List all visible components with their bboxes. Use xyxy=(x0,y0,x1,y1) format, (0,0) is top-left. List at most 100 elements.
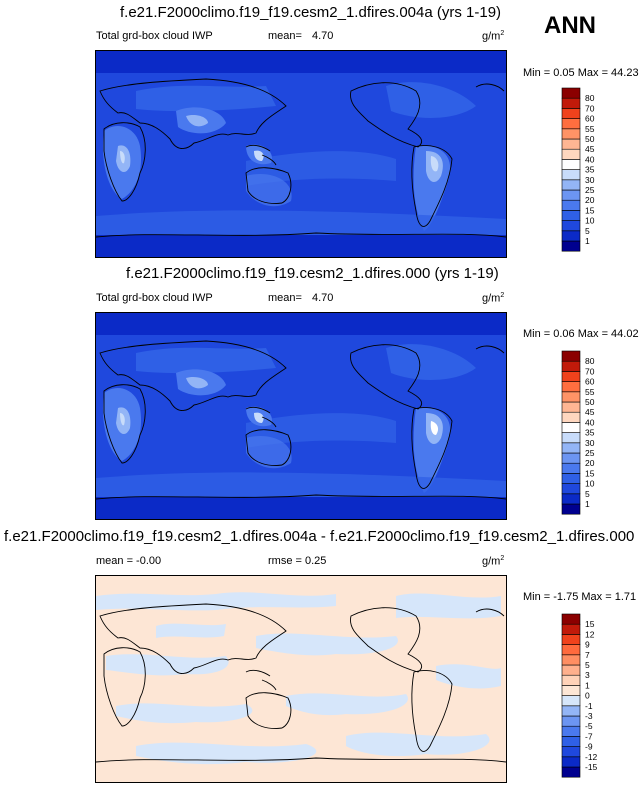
colorbar-box xyxy=(561,725,581,737)
colorbar-box xyxy=(561,483,581,495)
panel3-title: f.e21.F2000climo.f19_f19.cesm2_1.dfires.… xyxy=(4,528,635,545)
colorbar-box xyxy=(561,148,581,160)
panel1-mean-label: mean= xyxy=(268,30,302,42)
colorbar-box xyxy=(561,644,581,656)
colorbar-tick-label: -5 xyxy=(585,721,593,731)
colorbar-box xyxy=(561,97,581,109)
season-label: ANN xyxy=(544,12,596,39)
panel1-units: g/m2 xyxy=(482,30,505,43)
colorbar-tick-label: 25 xyxy=(585,185,595,195)
panel1-map xyxy=(95,50,507,258)
colorbar-tick-label: 10 xyxy=(585,216,595,226)
colorbar-box xyxy=(561,381,581,393)
panel3-map xyxy=(95,575,507,783)
colorbar-box xyxy=(561,138,581,150)
panel2-minmax: Min = 0.06 Max = 44.02 xyxy=(523,328,639,340)
colorbar-box xyxy=(561,654,581,666)
colorbar-box xyxy=(561,210,581,221)
colorbar-tick-label: 20 xyxy=(585,458,595,468)
colorbar-box xyxy=(561,432,581,444)
colorbar-tick-label: -9 xyxy=(585,742,593,752)
colorbar-tick-label: 5 xyxy=(585,226,590,236)
colorbar-box xyxy=(561,108,581,119)
colorbar-box xyxy=(561,664,581,676)
colorbar-tick-label: 15 xyxy=(585,619,595,629)
colorbar-tick-label: 15 xyxy=(585,468,595,478)
colorbar-box xyxy=(561,746,581,758)
colorbar-box xyxy=(561,401,581,413)
panel1-title: f.e21.F2000climo.f19_f19.cesm2_1.dfires.… xyxy=(120,4,502,21)
colorbar-box xyxy=(561,674,581,686)
colorbar-tick-label: 25 xyxy=(585,448,595,458)
panel1-variable-label: Total grd-box cloud IWP xyxy=(96,30,213,42)
colorbar-tick-label: 45 xyxy=(585,407,595,417)
colorbar-tick-label: 35 xyxy=(585,428,595,438)
colorbar-box xyxy=(561,685,581,696)
colorbar-tick-label: 30 xyxy=(585,175,595,185)
colorbar-tick-label: 60 xyxy=(585,114,595,124)
colorbar-tick-label: 40 xyxy=(585,417,595,427)
colorbar-box xyxy=(561,350,581,362)
panel2-mean-value: 4.70 xyxy=(312,292,334,304)
colorbar-box xyxy=(561,128,581,140)
colorbar-box xyxy=(561,462,581,474)
colorbar-tick-label: 10 xyxy=(585,479,595,489)
colorbar-tick-label: -12 xyxy=(585,752,598,762)
colorbar-tick-label: 50 xyxy=(585,134,595,144)
colorbar-tick-label: 55 xyxy=(585,124,595,134)
colorbar-tick-label: 15 xyxy=(585,205,595,215)
colorbar-box xyxy=(561,159,581,170)
colorbar-tick-label: 30 xyxy=(585,438,595,448)
colorbar-tick-label: 5 xyxy=(585,660,590,670)
colorbar-box xyxy=(561,220,581,232)
colorbar-box xyxy=(561,189,581,201)
colorbar-tick-label: 0 xyxy=(585,691,590,701)
colorbar-box xyxy=(561,634,581,645)
colorbar-box xyxy=(561,736,581,747)
colorbar-box xyxy=(561,118,581,130)
panel2-units: g/m2 xyxy=(482,292,505,305)
colorbar-box xyxy=(561,442,581,454)
colorbar-box xyxy=(561,391,581,403)
panel2-map xyxy=(95,312,507,520)
panel1-mean-value: 4.70 xyxy=(312,30,334,42)
colorbar-box xyxy=(561,715,581,727)
colorbar-box xyxy=(561,766,581,778)
colorbar-tick-label: 1 xyxy=(585,236,590,246)
colorbar-tick-label: -3 xyxy=(585,711,593,721)
colorbar-tick-label: 60 xyxy=(585,377,595,387)
colorbar-tick-label: 80 xyxy=(585,93,595,103)
panel3-units: g/m2 xyxy=(482,555,505,568)
colorbar-tick-label: 9 xyxy=(585,640,590,650)
colorbar-box xyxy=(561,371,581,382)
colorbar-box xyxy=(561,756,581,768)
colorbar-box xyxy=(561,695,581,707)
colorbar-tick-label: 80 xyxy=(585,356,595,366)
colorbar-box xyxy=(561,493,581,505)
colorbar-tick-label: -15 xyxy=(585,762,598,772)
colorbar-box xyxy=(561,473,581,484)
colorbar-box xyxy=(561,230,581,242)
panel2-mean-label: mean= xyxy=(268,292,302,304)
colorbar-box xyxy=(561,169,581,181)
colorbar-box xyxy=(561,87,581,99)
colorbar-tick-label: 7 xyxy=(585,650,590,660)
colorbar-box xyxy=(561,705,581,717)
panel2-title: f.e21.F2000climo.f19_f19.cesm2_1.dfires.… xyxy=(126,265,499,282)
colorbar-tick-label: 12 xyxy=(585,629,595,639)
colorbar-tick-label: 3 xyxy=(585,670,590,680)
colorbar-tick-label: 45 xyxy=(585,144,595,154)
colorbar-box xyxy=(561,613,581,625)
colorbar-box xyxy=(561,411,581,423)
colorbar-tick-label: 55 xyxy=(585,387,595,397)
colorbar-tick-label: -1 xyxy=(585,701,593,711)
colorbar-box xyxy=(561,623,581,635)
colorbar-tick-label: 5 xyxy=(585,489,590,499)
panel1-minmax: Min = 0.05 Max = 44.23 xyxy=(523,67,639,79)
panel2-variable-label: Total grd-box cloud IWP xyxy=(96,292,213,304)
panel3-mean: mean = -0.00 xyxy=(96,555,162,567)
colorbar-tick-label: 1 xyxy=(585,680,590,690)
colorbar-tick-label: 20 xyxy=(585,195,595,205)
panel1-colorbar: 1 5 10 15 20 25 30 35 40 45 50 55 60 70 80 xyxy=(560,87,640,253)
colorbar-box xyxy=(561,199,581,211)
